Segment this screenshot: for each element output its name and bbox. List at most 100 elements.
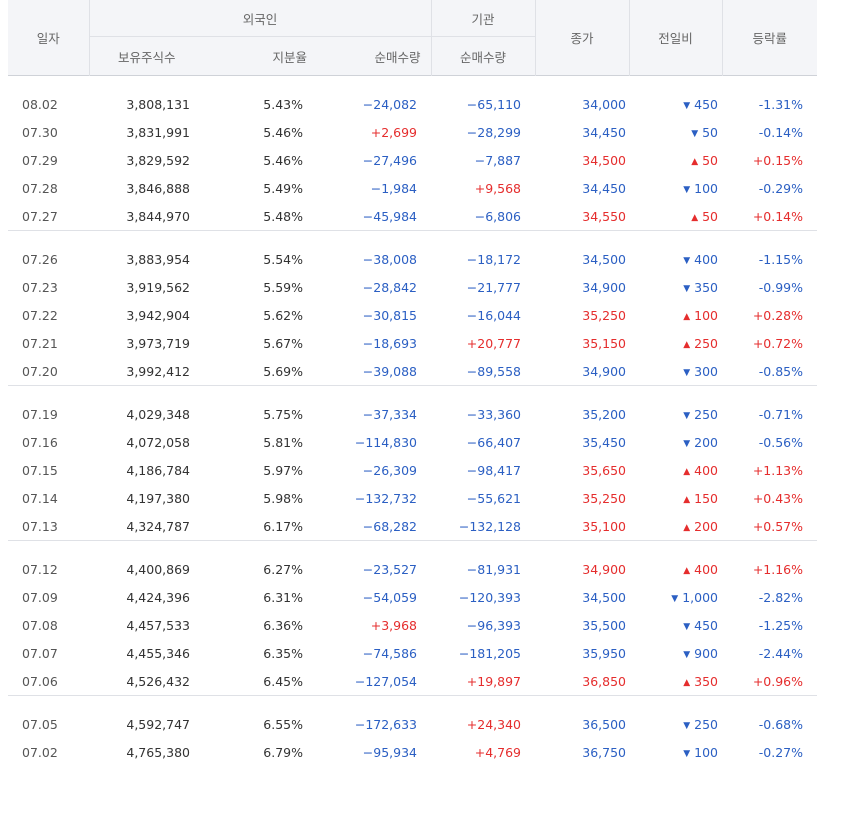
ratio-cell: 5.43% [263, 96, 303, 112]
ratio-cell: 6.36% [263, 617, 303, 633]
rate-cell: -2.44% [758, 645, 804, 661]
date-cell: 07.28 [22, 180, 58, 196]
table-row: 07.22 3,942,904 5.62% −30,815 −16,044 35,250 ▲… [8, 301, 817, 329]
up-arrow-icon: ▲ [683, 677, 691, 688]
group-divider [8, 230, 818, 231]
down-arrow-icon: ▼ [683, 649, 691, 660]
foreign-net-cell: −24,082 [362, 96, 418, 112]
foreign-net-cell: −27,496 [362, 152, 418, 168]
inst-net-cell: −7,887 [474, 152, 522, 168]
diff-cell: ▲ 400 [629, 456, 722, 484]
inst-net-cell: +24,340 [466, 716, 522, 732]
date-cell: 07.15 [22, 462, 58, 478]
spacer-cell [8, 76, 817, 91]
date-cell: 07.08 [22, 617, 58, 633]
ratio-cell: 5.62% [263, 307, 303, 323]
holdings-cell: 3,831,991 [126, 124, 190, 140]
down-arrow-icon: ▼ [671, 593, 679, 604]
rate-cell: +1.16% [752, 561, 804, 577]
table-row: 07.09 4,424,396 6.31% −54,059 −120,393 34,500… [8, 583, 817, 611]
close-cell: 34,000 [582, 96, 627, 112]
diff-cell: ▲ 200 [629, 512, 722, 541]
table-header: 일자 외국인 기관 종가 전일비 등락률 보유주식수 지분율 순매수량 순매수량 [8, 0, 818, 76]
diff-cell: ▼ 900 [629, 639, 722, 667]
diff-value: 50 [702, 152, 719, 168]
group-spacer [8, 231, 817, 245]
diff-value: 250 [694, 406, 719, 422]
inst-net-cell: +4,769 [474, 744, 522, 760]
table-row: 07.07 4,455,346 6.35% −74,586 −181,205 35,950… [8, 639, 817, 667]
rate-cell: -1.25% [758, 617, 804, 633]
diff-value: 400 [694, 251, 719, 267]
rate-cell: -0.56% [758, 434, 804, 450]
foreign-net-cell: −172,633 [354, 716, 418, 732]
foreign-net-cell: −74,586 [362, 645, 418, 661]
divider-line [8, 540, 818, 541]
foreign-net-cell: −26,309 [362, 462, 418, 478]
close-cell: 34,450 [582, 180, 627, 196]
group-spacer [8, 541, 817, 555]
diff-value: 250 [694, 716, 719, 732]
diff-cell: ▲ 400 [629, 555, 722, 583]
down-arrow-icon: ▼ [691, 128, 699, 139]
diff-cell: ▼ 400 [629, 245, 722, 273]
holdings-cell: 4,400,869 [126, 561, 190, 577]
date-cell: 07.19 [22, 406, 58, 422]
table-row: 07.30 3,831,991 5.46% +2,699 −28,299 34,450 ▼ 5… [8, 118, 817, 146]
diff-value: 200 [694, 518, 719, 534]
diff-cell: ▼ 250 [629, 400, 722, 428]
foreign-net-cell: −1,984 [370, 180, 418, 196]
table-row: 07.29 3,829,592 5.46% −27,496 −7,887 34,500 ▲ 5… [8, 146, 817, 174]
inst-net-cell: −65,110 [466, 96, 522, 112]
rate-cell: -0.99% [758, 279, 804, 295]
diff-cell: ▼ 450 [629, 611, 722, 639]
up-arrow-icon: ▲ [683, 565, 691, 576]
inst-net-cell: −16,044 [466, 307, 522, 323]
header-institution: 기관 [430, 0, 536, 37]
header-foreign: 외국인 [88, 0, 432, 37]
holdings-cell: 4,072,058 [126, 434, 190, 450]
date-cell: 07.09 [22, 589, 58, 605]
down-arrow-icon: ▼ [683, 367, 691, 378]
up-arrow-icon: ▲ [683, 311, 691, 322]
table-row: 07.15 4,186,784 5.97% −26,309 −98,417 35,650 ▲… [8, 456, 817, 484]
date-cell: 07.14 [22, 490, 58, 506]
diff-cell: ▲ 100 [629, 301, 722, 329]
table-body: 08.02 3,808,131 5.43% −24,082 −65,110 34,000 ▼… [8, 76, 818, 767]
divider-line [8, 695, 818, 696]
group-divider [8, 540, 818, 541]
down-arrow-icon: ▼ [683, 720, 691, 731]
ratio-cell: 5.49% [263, 180, 303, 196]
header-holdings: 보유주식수 [88, 36, 204, 76]
close-cell: 36,500 [582, 716, 627, 732]
ratio-cell: 5.54% [263, 251, 303, 267]
diff-cell: ▼ 100 [629, 738, 722, 766]
date-cell: 07.21 [22, 335, 58, 351]
up-arrow-icon: ▲ [691, 212, 699, 223]
inst-net-cell: −96,393 [466, 617, 522, 633]
down-arrow-icon: ▼ [683, 184, 691, 195]
diff-cell: ▼ 350 [629, 273, 722, 301]
close-cell: 35,500 [582, 617, 627, 633]
foreign-net-cell: −30,815 [362, 307, 418, 323]
inst-net-cell: −28,299 [466, 124, 522, 140]
close-cell: 35,250 [582, 307, 627, 323]
rate-cell: -0.85% [758, 363, 804, 379]
diff-value: 300 [694, 363, 719, 379]
header-inst-net: 순매수량 [430, 36, 536, 76]
divider-line [8, 385, 818, 386]
rate-cell: +0.28% [752, 307, 804, 323]
header-date: 일자 [8, 0, 89, 76]
date-cell: 07.02 [22, 744, 58, 760]
diff-value: 350 [694, 279, 719, 295]
foreign-net-cell: −127,054 [354, 673, 418, 689]
close-cell: 35,450 [582, 434, 627, 450]
holdings-cell: 4,455,346 [126, 645, 190, 661]
date-cell: 07.13 [22, 518, 58, 534]
inst-net-cell: −18,172 [466, 251, 522, 267]
holdings-cell: 3,919,562 [126, 279, 190, 295]
diff-cell: ▼ 300 [629, 357, 722, 386]
diff-value: 450 [694, 617, 719, 633]
close-cell: 36,750 [582, 744, 627, 760]
close-cell: 35,250 [582, 490, 627, 506]
